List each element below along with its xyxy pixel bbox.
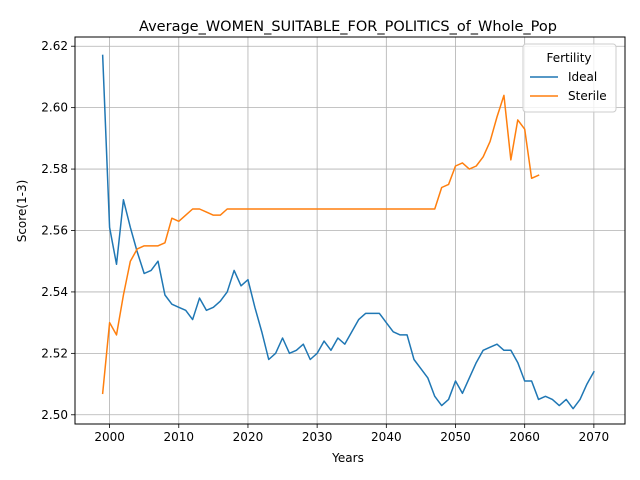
legend-title: Fertility xyxy=(546,51,591,65)
y-tick-label: 2.54 xyxy=(41,285,68,299)
x-tick-label: 2030 xyxy=(302,430,333,444)
series-line-ideal xyxy=(101,54,595,410)
y-tick-label: 2.58 xyxy=(41,162,68,176)
legend: Fertility Ideal Sterile xyxy=(522,43,617,113)
x-tick-label: 2070 xyxy=(579,430,610,444)
y-tick-label: 2.62 xyxy=(41,39,68,53)
series-layer xyxy=(101,54,595,410)
legend-label-sterile: Sterile xyxy=(568,89,607,103)
y-tick-label: 2.50 xyxy=(41,408,68,422)
legend-box xyxy=(522,43,617,113)
x-tick-label: 2010 xyxy=(164,430,195,444)
chart-title: Average_WOMEN_SUITABLE_FOR_POLITICS_of_W… xyxy=(139,19,557,35)
x-tick-label: 2050 xyxy=(440,430,471,444)
x-tick-label: 2040 xyxy=(371,430,402,444)
y-tick-label: 2.60 xyxy=(41,101,68,115)
y-tick-label: 2.56 xyxy=(41,224,68,238)
x-tick-label: 2060 xyxy=(509,430,540,444)
x-tick-label: 2000 xyxy=(94,430,125,444)
x-axis: 2000 2010 2020 2030 2040 2050 2060 2070 xyxy=(94,424,609,444)
series-line-sterile xyxy=(101,94,540,395)
y-tick-label: 2.52 xyxy=(41,346,68,360)
legend-label-ideal: Ideal xyxy=(568,70,597,84)
y-axis: 2.50 2.52 2.54 2.56 2.58 2.60 2.62 xyxy=(41,39,75,422)
y-axis-label: Score(1-3) xyxy=(15,180,29,243)
x-axis-label: Years xyxy=(331,451,364,465)
x-tick-label: 2020 xyxy=(233,430,264,444)
